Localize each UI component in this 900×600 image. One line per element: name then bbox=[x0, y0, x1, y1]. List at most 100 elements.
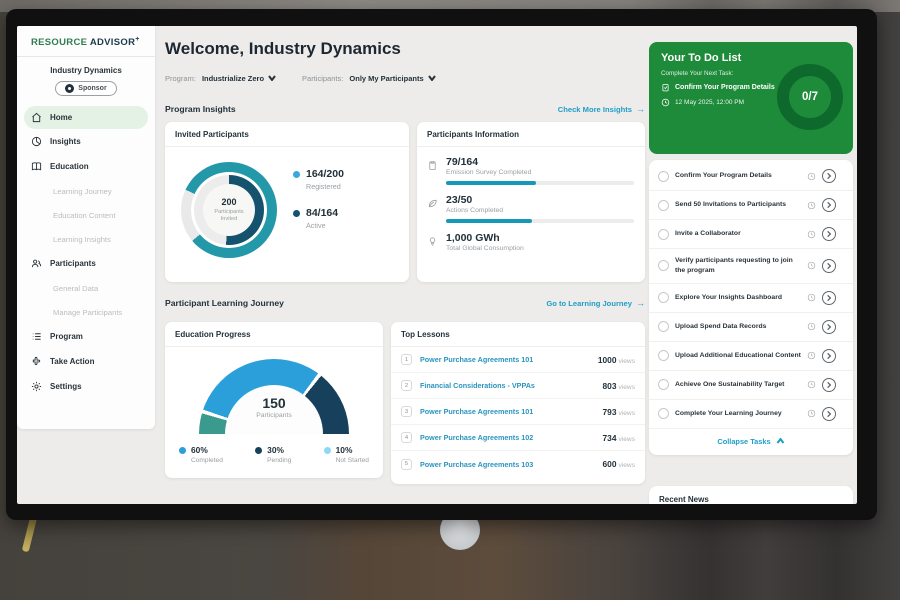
lesson-row: 3 Power Purchase Agreements 101 793views bbox=[391, 399, 645, 425]
stat-label: Actions Completed bbox=[446, 207, 634, 214]
todo-progress-value: 0/7 bbox=[802, 91, 818, 103]
task-checkbox[interactable] bbox=[658, 171, 669, 182]
views-label: views bbox=[619, 462, 636, 469]
task-row: Invite a Collaborator bbox=[649, 220, 853, 249]
brand-plus: + bbox=[135, 36, 139, 43]
sidebar-item-program[interactable]: Program bbox=[17, 324, 155, 349]
legend-label: Pending bbox=[267, 457, 291, 464]
donut-center-label: Participants Invited bbox=[209, 209, 249, 223]
pending-clock-icon bbox=[807, 201, 816, 210]
lesson-link[interactable]: Power Purchase Agreements 101 bbox=[420, 407, 595, 416]
legend-label: Completed bbox=[191, 457, 223, 464]
task-open-button[interactable] bbox=[822, 227, 836, 241]
stat-value: 79/164 bbox=[446, 156, 634, 168]
todo-due-label: 12 May 2025, 12:00 PM bbox=[675, 99, 744, 106]
task-checkbox[interactable] bbox=[658, 350, 669, 361]
legend-dot bbox=[255, 447, 262, 454]
legend-value: 30% bbox=[267, 445, 291, 455]
sidebar-item-home[interactable]: Home bbox=[24, 106, 148, 129]
sidebar-item-education[interactable]: Education bbox=[17, 154, 155, 179]
task-row: Verify participants requesting to join t… bbox=[649, 249, 853, 284]
sidebar-item-settings[interactable]: Settings bbox=[17, 374, 155, 399]
sponsor-icon bbox=[65, 84, 74, 93]
collapse-tasks-label: Collapse Tasks bbox=[717, 437, 770, 446]
task-checkbox[interactable] bbox=[658, 229, 669, 240]
sidebar-item-label: Settings bbox=[50, 382, 82, 391]
org-name: Industry Dynamics bbox=[17, 66, 155, 75]
sidebar-item-label: Education bbox=[50, 162, 89, 171]
task-open-button[interactable] bbox=[822, 169, 836, 183]
sidebar-item-insights[interactable]: Insights bbox=[17, 129, 155, 154]
program-dropdown-value: Industrialize Zero bbox=[202, 74, 264, 83]
pending-clock-icon bbox=[807, 293, 816, 302]
tasks-card: Confirm Your Program Details Send 50 Inv… bbox=[649, 160, 853, 455]
task-checkbox[interactable] bbox=[658, 408, 669, 419]
task-open-button[interactable] bbox=[822, 291, 836, 305]
lesson-row: 4 Power Purchase Agreements 102 734views bbox=[391, 425, 645, 451]
gauge-center-value: 150 bbox=[199, 395, 349, 411]
task-checkbox[interactable] bbox=[658, 200, 669, 211]
task-open-button[interactable] bbox=[822, 198, 836, 212]
donut-legend: 164/200 Registered 84/164 Active bbox=[293, 168, 344, 246]
lesson-link[interactable]: Financial Considerations - VPPAs bbox=[420, 381, 595, 390]
program-dropdown[interactable]: Industrialize Zero bbox=[202, 74, 276, 83]
dashboard-screen: RESOURCE ADVISOR+ Industry Dynamics Spon… bbox=[17, 26, 857, 504]
stat-value: 23/50 bbox=[446, 194, 634, 206]
pending-clock-icon bbox=[807, 322, 816, 331]
task-open-button[interactable] bbox=[822, 378, 836, 392]
registered-label: Registered bbox=[306, 182, 344, 191]
lesson-rank: 1 bbox=[401, 354, 412, 365]
legend-not-started: 10% Not Started bbox=[324, 445, 369, 464]
legend-active: 84/164 Active bbox=[293, 207, 344, 230]
sidebar-item-label: General Data bbox=[53, 284, 98, 293]
go-to-learning-journey-link[interactable]: Go to Learning Journey → bbox=[546, 298, 645, 308]
lesson-views: 793 bbox=[603, 407, 617, 417]
task-open-button[interactable] bbox=[822, 259, 836, 273]
sponsor-badge[interactable]: Sponsor bbox=[55, 81, 116, 96]
task-checkbox[interactable] bbox=[658, 292, 669, 303]
task-open-button[interactable] bbox=[822, 407, 836, 421]
todo-header-card: Your To Do List Complete Your Next Task:… bbox=[649, 42, 853, 154]
lesson-views: 803 bbox=[603, 381, 617, 391]
participants-icon bbox=[31, 258, 42, 269]
pending-clock-icon bbox=[807, 172, 816, 181]
participants-dropdown-value: Only My Participants bbox=[349, 74, 423, 83]
progress-bar bbox=[446, 219, 634, 223]
participants-dropdown[interactable]: Only My Participants bbox=[349, 74, 435, 83]
invited-donut-chart: 200 Participants Invited bbox=[181, 162, 277, 258]
stat-actions-completed: 23/50 Actions Completed bbox=[417, 185, 645, 223]
legend-completed: 60% Completed bbox=[179, 445, 223, 464]
sidebar-item-take-action[interactable]: Take Action bbox=[17, 349, 155, 374]
collapse-tasks-link[interactable]: Collapse Tasks bbox=[649, 429, 853, 453]
stat-global-consumption: 1,000 GWh Total Global Consumption bbox=[417, 223, 645, 252]
task-row: Upload Spend Data Records bbox=[649, 313, 853, 342]
sidebar-item-learning-insights[interactable]: Learning Insights bbox=[17, 227, 155, 251]
sidebar-item-general-data[interactable]: General Data bbox=[17, 276, 155, 300]
registered-value: 164/200 bbox=[306, 168, 344, 180]
lesson-link[interactable]: Power Purchase Agreements 101 bbox=[420, 355, 590, 364]
sidebar-item-learning-journey[interactable]: Learning Journey bbox=[17, 179, 155, 203]
check-more-insights-link[interactable]: Check More Insights → bbox=[558, 104, 645, 114]
task-checkbox[interactable] bbox=[658, 260, 669, 271]
lesson-link[interactable]: Power Purchase Agreements 103 bbox=[420, 460, 595, 469]
legend-dot bbox=[179, 447, 186, 454]
gear-icon bbox=[31, 381, 42, 392]
sidebar-item-education-content[interactable]: Education Content bbox=[17, 203, 155, 227]
sidebar-item-participants[interactable]: Participants bbox=[17, 251, 155, 276]
sidebar-item-label: Education Content bbox=[53, 211, 115, 220]
sidebar-item-label: Manage Participants bbox=[53, 308, 122, 317]
task-open-button[interactable] bbox=[822, 320, 836, 334]
sidebar-item-manage-participants[interactable]: Manage Participants bbox=[17, 300, 155, 324]
task-checkbox[interactable] bbox=[658, 321, 669, 332]
task-open-button[interactable] bbox=[822, 349, 836, 363]
lesson-link[interactable]: Power Purchase Agreements 102 bbox=[420, 433, 595, 442]
task-row: Upload Additional Educational Content bbox=[649, 342, 853, 371]
legend-dot bbox=[293, 210, 300, 217]
legend-dot bbox=[324, 447, 331, 454]
task-checkbox[interactable] bbox=[658, 379, 669, 390]
task-row: Complete Your Learning Journey bbox=[649, 400, 853, 429]
gauge-legend: 60% Completed 30% Pending 10% Not Star bbox=[165, 435, 383, 464]
stat-label: Emission Survey Completed bbox=[446, 169, 634, 176]
chevron-up-icon bbox=[776, 438, 785, 444]
task-label: Achieve One Sustainability Target bbox=[675, 380, 801, 390]
